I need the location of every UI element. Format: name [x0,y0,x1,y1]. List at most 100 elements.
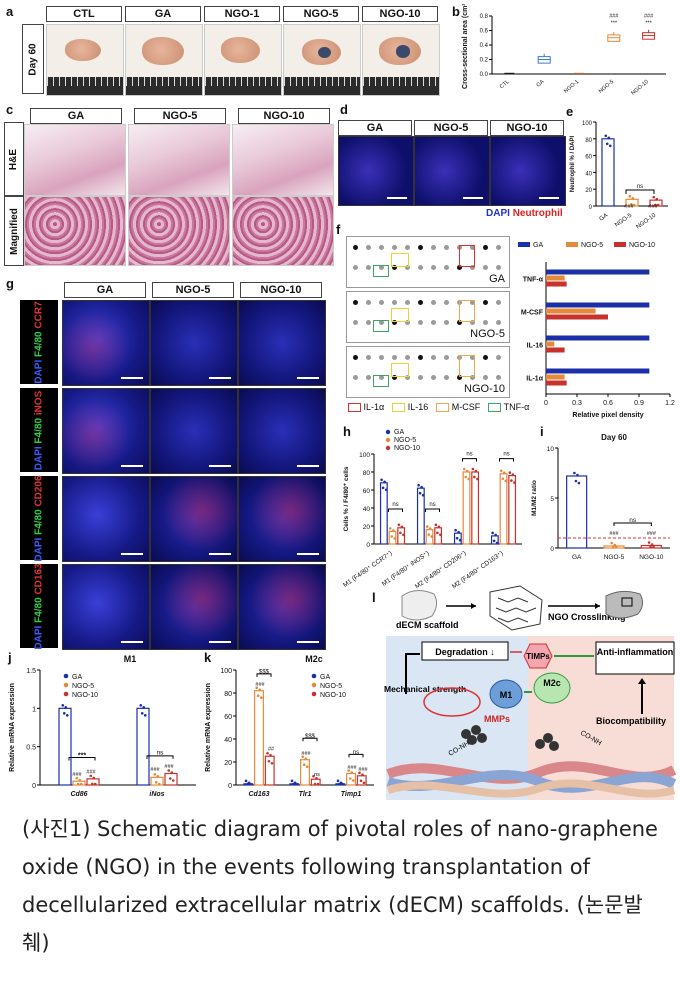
data-point [652,195,656,199]
array-spot [496,320,501,325]
array-spot [405,300,410,305]
significance-bracket [388,508,403,512]
data-point [170,771,174,774]
data-point [89,774,93,778]
mmps-label: MMPs [484,714,510,724]
y-tick-label: 100 [359,452,370,459]
data-point [605,142,609,146]
bar [379,482,388,545]
data-point [65,714,69,717]
legend-label: NGO-5 [72,683,94,690]
array-spot [366,320,371,325]
legend-marker [385,429,391,435]
annotation: ### [255,682,265,688]
array-spot [405,375,410,380]
legend-swatch [518,242,530,247]
legend-label: NGO-10 [320,692,346,699]
bar [546,335,650,341]
data-point [653,203,657,207]
legend-label: NGO-10 [72,692,98,699]
tissue-photo [204,24,282,96]
annotation: ### [609,531,619,537]
figure: a Day 60 b 0.0 0.2 0.4 0.6 0.8 Cross-sectiona… [4,4,677,800]
panel-label-f: f [336,222,341,237]
data-point [473,475,476,479]
data-point [436,531,439,535]
highlight-il16 [391,363,409,377]
data-point [629,202,633,206]
row-label-text: DAPI F4/80 CD163 [33,562,45,650]
panel-d-legend: DAPI Neutrophil [486,208,563,219]
figure-caption: (사진1) Schematic diagram of pivotal roles… [22,817,658,955]
tissue-photo [362,24,440,96]
legend-label: GA [394,429,404,436]
data-point [462,467,466,471]
data-point [90,782,94,786]
data-point [647,541,651,544]
data-point [434,523,438,527]
cytokine-array: GA [346,236,510,288]
column-header-d: GA [338,120,412,136]
chart-title: Day 60 [601,433,627,442]
column-header-g: NGO-10 [240,282,322,298]
array-spot [379,355,384,360]
y-tick-label: 80 [224,691,232,698]
highlight-il16 [391,308,409,322]
data-point [362,781,366,785]
ns-label: ns [314,772,320,778]
highlight-tnf [373,320,389,332]
significance-bracket [625,189,655,194]
array-spot [457,265,462,270]
legend-neutrophil: Neutrophil [512,208,563,219]
y-tick-label: 0 [32,783,36,790]
x-tick-label: 0.9 [634,400,644,407]
tissue-photo [46,24,124,96]
array-spot [483,245,488,250]
array-spot [431,375,436,380]
data-point [92,776,96,780]
data-point [458,538,462,542]
panel-label-c: c [6,102,14,117]
data-point [384,488,388,492]
chart-f: 0 0.3 0.6 0.9 1.2 Relative pixel density TNF-α… [518,242,675,419]
legend-label: NGO-5 [581,242,603,249]
array-spot [470,300,475,305]
annotation: *** [645,21,652,27]
array-spot [431,265,436,270]
data-point [255,686,259,689]
he-magnified [24,196,126,266]
bar [462,471,471,545]
y-tick-label: 0.8 [480,14,489,20]
data-point [302,763,306,766]
data-point [397,523,401,527]
step-label: NGO Crosslinking [548,612,626,622]
zoom-box [621,597,633,607]
collagen-fibers [386,761,677,798]
data-point [140,712,144,715]
panel-label-b: b [452,4,460,19]
y-tick-label: 20 [363,524,371,531]
ruler [47,77,123,95]
array-spot [353,355,358,360]
y-tick-label: 0.5 [26,745,36,752]
marker-signal [239,477,325,561]
bar [601,138,615,207]
data-point [259,696,263,699]
data-point [315,776,318,780]
fluorescence-image [238,476,326,562]
ns-label: ns [429,502,435,508]
array-spot [496,245,501,250]
ns-label: ns [503,452,509,458]
bar [546,281,567,287]
array-spot [444,375,449,380]
data-point [437,525,441,529]
array-spot [470,265,475,270]
array-spot [418,375,423,380]
x-tick-label: Tlr1 [299,791,312,798]
fluorescence-image [62,300,150,386]
data-point [391,529,395,532]
x-tick-label: NGO-10 [635,212,657,230]
ruler [284,77,360,95]
data-point [305,765,309,768]
he-magnified [232,196,334,266]
